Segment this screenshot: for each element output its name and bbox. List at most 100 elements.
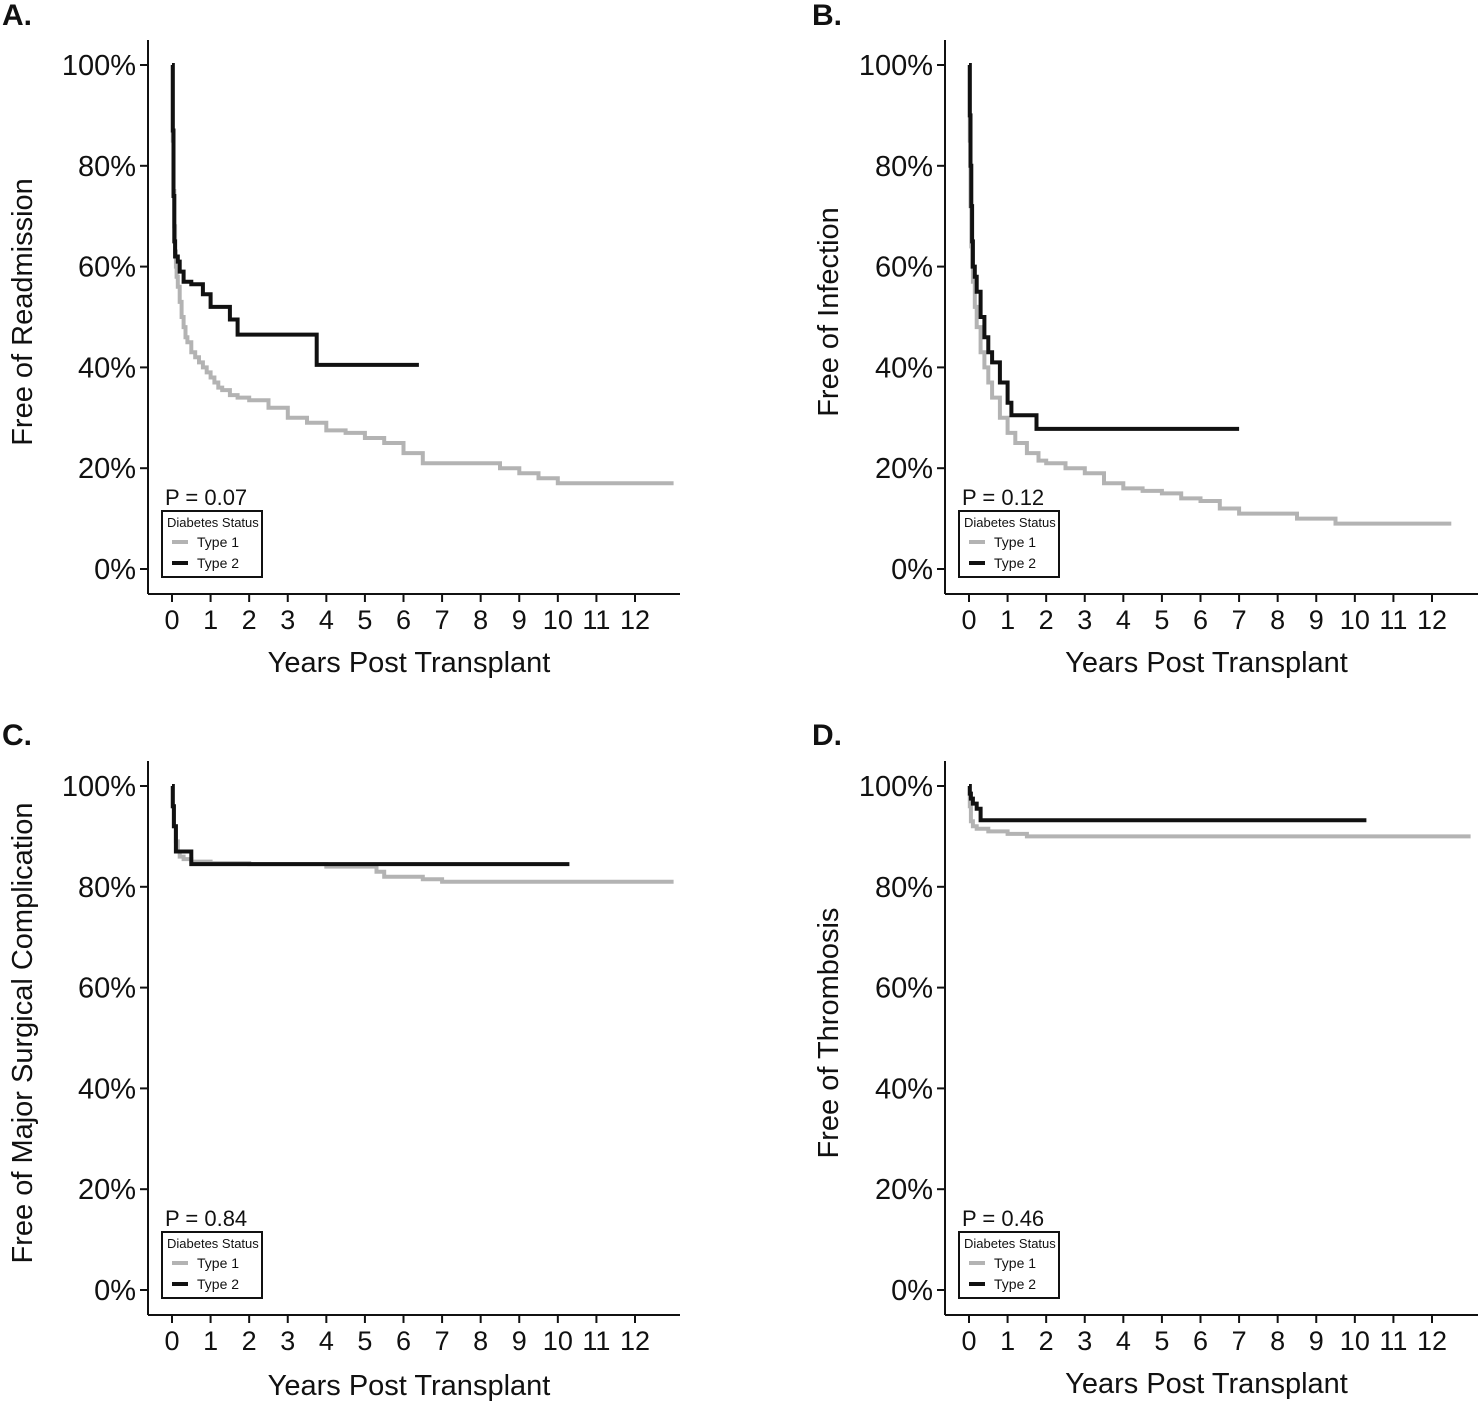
legend-title: Diabetes Status: [964, 515, 1056, 530]
series-line-type-2: [170, 784, 570, 867]
y-tick-label: 0%: [891, 1275, 933, 1307]
legend-box: [958, 510, 1060, 578]
y-axis-title: Free of Thrombosis: [813, 908, 845, 1159]
x-axis-title: Years Post Transplant: [1065, 647, 1348, 679]
panel-letter: A.: [2, 0, 32, 32]
series-line-type-1: [170, 784, 674, 884]
legend-entry: Type 2: [197, 1276, 239, 1292]
y-tick-label: 20%: [875, 453, 933, 485]
y-tick-label: 0%: [891, 554, 933, 586]
p-value: P = 0.84: [165, 1206, 247, 1231]
series-line-type-2: [170, 63, 419, 367]
x-tick-label: 8: [473, 605, 488, 635]
x-tick-label: 4: [1116, 605, 1131, 635]
x-tick-label: 4: [319, 1326, 334, 1356]
x-tick-label: 1: [1000, 605, 1015, 635]
y-tick-label: 100%: [859, 50, 933, 82]
series-line-type-2: [967, 63, 1240, 431]
y-tick-label: 40%: [78, 1073, 136, 1105]
panel-letter: D.: [812, 719, 842, 752]
x-axis-title: Years Post Transplant: [268, 647, 551, 679]
panel-4: D.0%20%40%60%80%100%0 1 2 3 4 5 6 7 8 9 10 11 12Year…: [812, 719, 1478, 1400]
x-tick-label: 11: [1379, 1326, 1407, 1356]
y-axis-title: Free of Readmission: [7, 178, 39, 446]
y-tick-label: 0%: [94, 554, 136, 586]
x-tick-label: 3: [280, 605, 295, 635]
x-tick-label: 0: [164, 1326, 179, 1356]
panel-letter: B.: [812, 0, 842, 32]
x-tick-label: 12: [1417, 605, 1447, 635]
x-tick-label: 3: [1077, 1326, 1092, 1356]
x-tick-label: 7: [1232, 605, 1247, 635]
panel-2: B.0%20%40%60%80%100%0 1 2 3 4 5 6 7 8 9 10 11 12Year…: [812, 0, 1478, 679]
x-axis-title: Years Post Transplant: [1065, 1368, 1348, 1400]
y-tick-label: 40%: [875, 352, 933, 384]
x-tick-label: 11: [1379, 605, 1407, 635]
y-tick-label: 100%: [62, 50, 136, 82]
x-tick-label: 2: [1039, 1326, 1054, 1356]
x-tick-label: 3: [1077, 605, 1092, 635]
legend: Diabetes Status Type 1 Type 2: [161, 1231, 263, 1299]
y-tick-label: 80%: [875, 151, 933, 183]
series-line-type-1: [967, 63, 1452, 526]
x-tick-label: 4: [319, 605, 334, 635]
x-tick-label: 2: [242, 1326, 257, 1356]
y-axis-title: Free of Major Surgical Complication: [7, 803, 39, 1264]
legend-title: Diabetes Status: [167, 1236, 259, 1251]
x-tick-label: 9: [1309, 605, 1324, 635]
x-tick-label: 12: [620, 605, 650, 635]
x-tick-label: 1: [1000, 1326, 1015, 1356]
p-value: P = 0.12: [962, 485, 1044, 510]
x-tick-label: 9: [512, 605, 527, 635]
panel-letter: C.: [2, 719, 32, 752]
y-tick-label: 80%: [875, 872, 933, 904]
x-tick-label: 9: [512, 1326, 527, 1356]
x-tick-label: 10: [1340, 605, 1370, 635]
legend: Diabetes Status Type 1 Type 2: [161, 510, 263, 578]
x-tick-label: 2: [1039, 605, 1054, 635]
legend: Diabetes Status Type 1 Type 2: [958, 1231, 1060, 1299]
y-tick-label: 100%: [62, 771, 136, 803]
x-tick-label: 5: [357, 605, 372, 635]
y-axis-title: Free of Infection: [813, 207, 845, 417]
x-tick-label: 11: [582, 605, 610, 635]
legend: Diabetes Status Type 1 Type 2: [958, 510, 1060, 578]
x-tick-label: 8: [1270, 1326, 1285, 1356]
legend-title: Diabetes Status: [964, 1236, 1056, 1251]
y-tick-label: 80%: [78, 151, 136, 183]
x-tick-label: 1: [203, 1326, 218, 1356]
x-tick-label: 7: [435, 605, 450, 635]
legend-entry: Type 2: [994, 555, 1036, 571]
x-tick-label: 3: [280, 1326, 295, 1356]
legend-entry: Type 1: [197, 1255, 239, 1271]
x-tick-label: 6: [1193, 605, 1208, 635]
x-tick-label: 0: [961, 1326, 976, 1356]
x-tick-label: 2: [242, 605, 257, 635]
legend-title: Diabetes Status: [167, 515, 259, 530]
series-line-type-1: [967, 784, 1471, 839]
y-tick-label: 40%: [78, 352, 136, 384]
x-tick-label: 4: [1116, 1326, 1131, 1356]
x-tick-label: 10: [543, 605, 573, 635]
x-tick-label: 10: [1340, 1326, 1370, 1356]
y-tick-label: 60%: [875, 252, 933, 284]
y-tick-label: 60%: [78, 252, 136, 284]
x-tick-label: 7: [1232, 1326, 1247, 1356]
p-value: P = 0.07: [165, 485, 247, 510]
y-tick-label: 20%: [78, 453, 136, 485]
y-tick-label: 40%: [875, 1073, 933, 1105]
x-tick-label: 6: [396, 605, 411, 635]
legend-entry: Type 2: [197, 555, 239, 571]
series-line-type-1: [170, 63, 674, 486]
y-tick-label: 100%: [859, 771, 933, 803]
x-tick-label: 0: [164, 605, 179, 635]
x-tick-label: 5: [357, 1326, 372, 1356]
x-tick-label: 12: [1417, 1326, 1447, 1356]
x-tick-label: 10: [543, 1326, 573, 1356]
x-tick-label: 11: [582, 1326, 610, 1356]
p-value: P = 0.46: [962, 1206, 1044, 1231]
x-tick-label: 6: [396, 1326, 411, 1356]
x-tick-label: 7: [435, 1326, 450, 1356]
legend-entry: Type 1: [994, 1255, 1036, 1271]
